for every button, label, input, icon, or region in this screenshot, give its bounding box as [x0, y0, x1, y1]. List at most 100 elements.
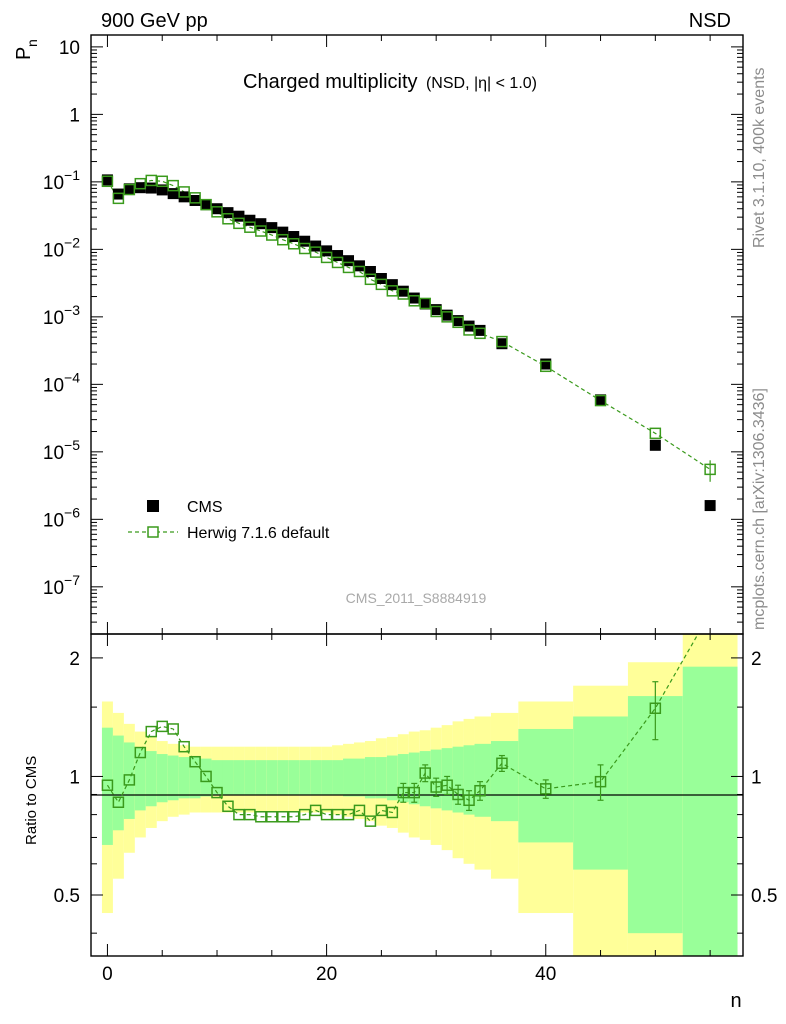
- x-tick-label: 0: [102, 964, 113, 985]
- ratio-point: [134, 746, 147, 759]
- band-inner: [375, 757, 387, 799]
- mc-point: [320, 251, 333, 264]
- band-inner: [463, 745, 475, 815]
- uncertainty-bands: [101, 634, 738, 956]
- cms-point: [332, 250, 344, 262]
- ratio-point: [540, 783, 552, 795]
- main-y-tick-base: 10: [43, 308, 64, 329]
- ratio-point: [364, 815, 377, 827]
- ratio-y-tick-label-right: 0.5: [751, 886, 777, 907]
- ratio-data: [101, 608, 715, 827]
- band-inner: [474, 743, 491, 817]
- main-y-tick-exp: −1: [64, 167, 80, 183]
- mc-point: [145, 174, 158, 187]
- band-inner: [364, 757, 376, 799]
- ratio-point: [463, 794, 475, 807]
- cms-point: [595, 394, 607, 406]
- band-inner: [682, 666, 738, 956]
- main-frame: [90, 34, 744, 635]
- x-tick-labels: 0 20 40: [102, 964, 556, 985]
- ratio-point: [430, 781, 442, 793]
- band-inner: [222, 760, 234, 795]
- ratio-y-tick-label: 0.5: [54, 886, 80, 907]
- cms-point: [649, 439, 661, 451]
- mc-point: [540, 360, 552, 373]
- ratio-point: [189, 755, 201, 768]
- ratio-point: [287, 811, 300, 823]
- ratio-point: [298, 808, 311, 821]
- legend-label-mc: Herwig 7.1.6 default: [187, 525, 330, 542]
- mc-point: [178, 186, 190, 198]
- main-y-tick-base: 10: [43, 578, 64, 599]
- ratio-point: [123, 774, 136, 786]
- mc-point: [222, 213, 234, 225]
- ratio-point: [474, 784, 486, 797]
- cms-point: [375, 273, 387, 285]
- mc-point: [342, 261, 355, 274]
- cms-point: [321, 245, 333, 257]
- mc-point: [353, 265, 366, 278]
- band-inner: [145, 751, 157, 807]
- band-inner: [112, 735, 124, 831]
- mc-point: [211, 206, 223, 218]
- ratio-point: [233, 808, 245, 821]
- main-y-tick-exp: −5: [64, 437, 80, 453]
- main-y-tick-base: 10: [43, 510, 64, 531]
- ratio-point: [145, 725, 158, 738]
- chart-title-suffix: (NSD, |η| < 1.0): [426, 75, 537, 92]
- ratio-point: [441, 779, 453, 791]
- mc-point: [112, 192, 125, 205]
- mc-point: [200, 198, 212, 211]
- main-y-tick-base: 10: [43, 443, 64, 464]
- rivet-info: Rivet 3.1.10, 400k events: [751, 67, 768, 248]
- main-y-axis-label: P n: [13, 39, 40, 60]
- cms-point: [397, 285, 409, 297]
- ratio-point: [452, 788, 464, 801]
- ratio-point: [222, 800, 234, 813]
- main-y-tick-label: 10−7: [43, 572, 80, 599]
- main-y-tick-exp: −3: [64, 302, 80, 318]
- cms-point: [704, 500, 716, 512]
- ratio-point: [397, 786, 410, 799]
- mc-point: [101, 175, 114, 188]
- mc-point: [452, 316, 464, 329]
- cms-point: [386, 279, 398, 291]
- mc-point: [189, 192, 201, 204]
- band-inner: [156, 754, 168, 803]
- main-y-tick-exp: −6: [64, 504, 80, 520]
- ratio-point: [705, 608, 715, 618]
- ratio-point: [244, 808, 256, 821]
- main-y-tick-base: 10: [43, 240, 64, 261]
- band-inner: [452, 746, 464, 813]
- cms-point: [167, 188, 179, 200]
- ratio-point: [211, 786, 223, 799]
- ratio-point: [331, 808, 344, 821]
- cms-point: [364, 265, 376, 277]
- band-inner: [167, 755, 179, 801]
- chart-title: Charged multiplicity (NSD, |η| < 1.0): [243, 71, 537, 93]
- mc-point: [331, 256, 344, 269]
- cms-point: [430, 304, 442, 316]
- mc-point: [233, 217, 245, 230]
- main-y-tick-label: 10−4: [43, 369, 80, 396]
- cms-point: [145, 182, 157, 194]
- x-tick-label: 40: [535, 964, 556, 985]
- band-inner: [288, 760, 300, 795]
- cms-point: [452, 315, 464, 327]
- mc-point: [287, 238, 300, 250]
- cms-point: [496, 338, 508, 350]
- main-y-tick-exp: −2: [64, 234, 80, 250]
- ratio-y-tick-label-right: 1: [751, 767, 762, 788]
- legend-marker-mc: [147, 526, 159, 538]
- cms-point: [101, 174, 113, 186]
- ratio-point: [496, 757, 508, 770]
- cms-point: [233, 210, 245, 222]
- ratio-point: [101, 779, 114, 791]
- ratio-point: [156, 720, 168, 733]
- band-inner: [353, 758, 365, 797]
- cms-point: [200, 199, 212, 211]
- ratio-point: [649, 702, 662, 714]
- ratio-point: [112, 796, 125, 808]
- cms-point: [540, 358, 552, 370]
- ratio-point: [320, 808, 333, 821]
